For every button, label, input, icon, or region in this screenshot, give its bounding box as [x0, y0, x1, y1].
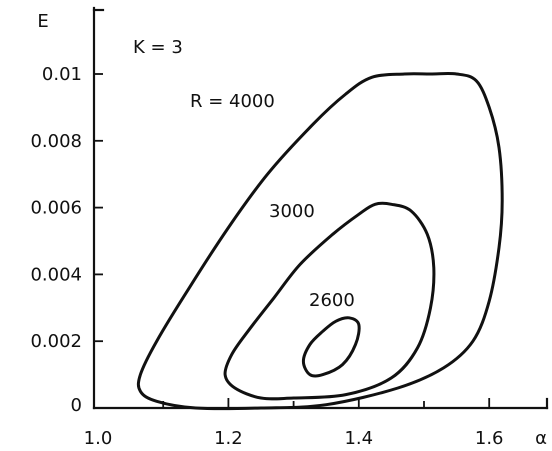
x-ticks: 1.0 1.2 1.4 1.6 [84, 398, 504, 449]
r3000-label: 3000 [269, 201, 315, 222]
x-tick-label: 1.4 [344, 428, 373, 449]
y-tick-label: 0.01 [42, 64, 82, 85]
x-tick-label: 1.6 [475, 428, 504, 449]
r4000-label: R = 4000 [190, 91, 275, 112]
x-tick-label: 1.2 [214, 428, 243, 449]
x-tick-label: 1.0 [84, 428, 113, 449]
axes [92, 6, 549, 410]
y-tick-label: 0.006 [30, 198, 82, 219]
x-axis-label: α [535, 428, 547, 449]
y-axis-label: E [37, 11, 48, 32]
contour-curves [136, 72, 504, 411]
r2600-label: 2600 [309, 290, 355, 311]
y-tick-label: 0.008 [30, 131, 82, 152]
contour-2600 [301, 316, 361, 378]
y-tick-label: 0.004 [30, 264, 82, 285]
y-ticks: 0 0.002 0.004 0.006 0.008 0.01 [30, 64, 103, 416]
y-tick-label: 0.002 [30, 331, 82, 352]
k-value-label: K = 3 [133, 37, 183, 58]
contour-r-4000 [136, 72, 504, 411]
contour-3000 [223, 201, 436, 401]
y-tick-label: 0 [71, 395, 82, 416]
